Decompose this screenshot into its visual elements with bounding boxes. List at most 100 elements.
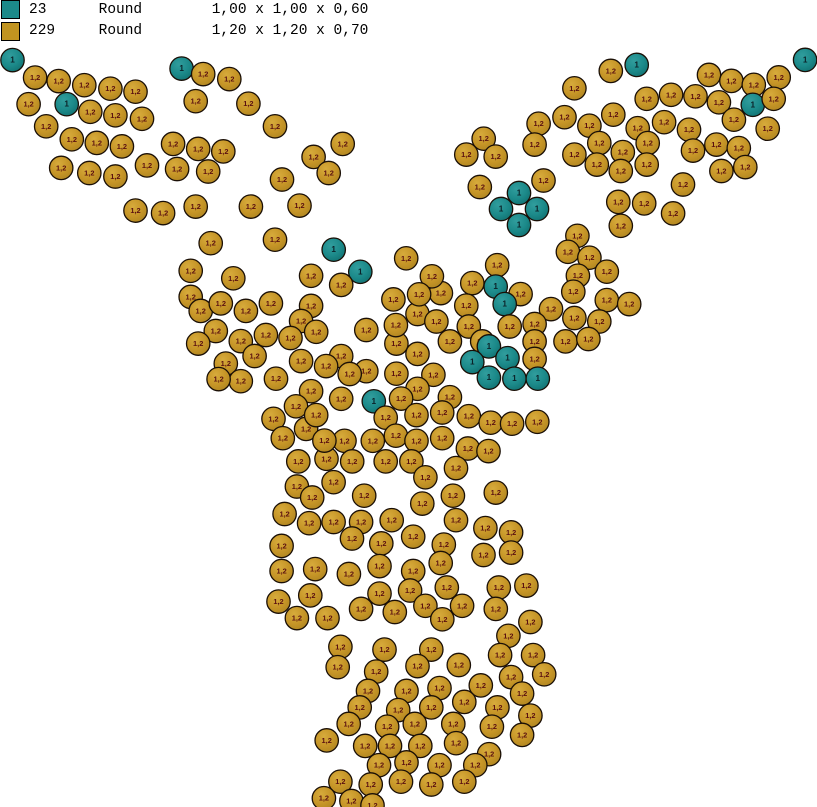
svg-text:1,2: 1,2 bbox=[23, 100, 33, 109]
svg-text:1,2: 1,2 bbox=[507, 419, 517, 428]
svg-text:1,2: 1,2 bbox=[412, 662, 422, 671]
svg-text:1,2: 1,2 bbox=[213, 375, 223, 384]
svg-text:1,2: 1,2 bbox=[445, 393, 455, 402]
svg-text:1,2: 1,2 bbox=[592, 160, 602, 169]
svg-text:1,2: 1,2 bbox=[538, 176, 548, 185]
svg-text:1,2: 1,2 bbox=[396, 777, 406, 786]
svg-text:1,2: 1,2 bbox=[602, 267, 612, 276]
svg-text:1,2: 1,2 bbox=[690, 92, 700, 101]
svg-text:1,2: 1,2 bbox=[431, 317, 441, 326]
svg-text:1: 1 bbox=[517, 189, 522, 198]
svg-text:1,2: 1,2 bbox=[374, 589, 384, 598]
svg-text:1,2: 1,2 bbox=[322, 614, 332, 623]
svg-text:1,2: 1,2 bbox=[437, 408, 447, 417]
svg-text:1,2: 1,2 bbox=[529, 320, 539, 329]
svg-text:1,2: 1,2 bbox=[517, 689, 527, 698]
svg-text:1,2: 1,2 bbox=[594, 317, 604, 326]
svg-text:1,2: 1,2 bbox=[478, 551, 488, 560]
svg-text:1,2: 1,2 bbox=[763, 124, 773, 133]
svg-text:1,2: 1,2 bbox=[396, 394, 406, 403]
svg-text:1,2: 1,2 bbox=[451, 464, 461, 473]
svg-text:1,2: 1,2 bbox=[388, 295, 398, 304]
svg-text:1,2: 1,2 bbox=[461, 301, 471, 310]
svg-text:1,2: 1,2 bbox=[203, 167, 213, 176]
svg-text:1: 1 bbox=[372, 397, 377, 406]
svg-text:1,2: 1,2 bbox=[560, 337, 570, 346]
svg-text:1,2: 1,2 bbox=[420, 473, 430, 482]
svg-text:1,2: 1,2 bbox=[374, 562, 384, 571]
svg-text:1,2: 1,2 bbox=[506, 548, 516, 557]
svg-text:1,2: 1,2 bbox=[130, 87, 140, 96]
svg-text:1,2: 1,2 bbox=[391, 431, 401, 440]
svg-text:1,2: 1,2 bbox=[486, 418, 496, 427]
svg-text:1,2: 1,2 bbox=[110, 172, 120, 181]
svg-text:1,2: 1,2 bbox=[278, 434, 288, 443]
svg-text:1,2: 1,2 bbox=[445, 337, 455, 346]
svg-text:1,2: 1,2 bbox=[492, 703, 502, 712]
svg-text:1,2: 1,2 bbox=[347, 457, 357, 466]
svg-text:1,2: 1,2 bbox=[688, 146, 698, 155]
svg-text:1,2: 1,2 bbox=[616, 221, 626, 230]
svg-text:1,2: 1,2 bbox=[391, 339, 401, 348]
svg-text:1,2: 1,2 bbox=[479, 134, 489, 143]
svg-text:1,2: 1,2 bbox=[361, 367, 371, 376]
svg-text:1,2: 1,2 bbox=[142, 161, 152, 170]
svg-text:1,2: 1,2 bbox=[277, 175, 287, 184]
svg-text:1,2: 1,2 bbox=[417, 499, 427, 508]
svg-text:1,2: 1,2 bbox=[584, 253, 594, 262]
svg-text:1,2: 1,2 bbox=[79, 81, 89, 90]
svg-text:1,2: 1,2 bbox=[285, 334, 295, 343]
svg-text:1,2: 1,2 bbox=[305, 591, 315, 600]
svg-text:1,2: 1,2 bbox=[236, 377, 246, 386]
svg-text:1,2: 1,2 bbox=[360, 741, 370, 750]
svg-text:1,2: 1,2 bbox=[684, 125, 694, 134]
svg-text:1,2: 1,2 bbox=[494, 583, 504, 592]
svg-text:1,2: 1,2 bbox=[381, 457, 391, 466]
svg-text:1,2: 1,2 bbox=[406, 457, 416, 466]
svg-text:1,2: 1,2 bbox=[436, 289, 446, 298]
svg-text:1,2: 1,2 bbox=[363, 686, 373, 695]
svg-text:1,2: 1,2 bbox=[306, 301, 316, 310]
svg-text:1,2: 1,2 bbox=[270, 235, 280, 244]
svg-text:1,2: 1,2 bbox=[475, 183, 485, 192]
svg-text:1,2: 1,2 bbox=[328, 478, 338, 487]
svg-text:1,2: 1,2 bbox=[306, 387, 316, 396]
svg-text:1,2: 1,2 bbox=[270, 122, 280, 131]
svg-text:1,2: 1,2 bbox=[618, 148, 628, 157]
svg-text:1,2: 1,2 bbox=[321, 362, 331, 371]
svg-text:1,2: 1,2 bbox=[335, 777, 345, 786]
svg-text:1,2: 1,2 bbox=[470, 761, 480, 770]
svg-text:1: 1 bbox=[493, 282, 498, 291]
svg-text:1,2: 1,2 bbox=[428, 370, 438, 379]
svg-text:1,2: 1,2 bbox=[401, 686, 411, 695]
svg-text:1,2: 1,2 bbox=[476, 681, 486, 690]
svg-text:1,2: 1,2 bbox=[347, 534, 357, 543]
svg-text:1,2: 1,2 bbox=[464, 322, 474, 331]
svg-text:1,2: 1,2 bbox=[643, 139, 653, 148]
svg-text:1,2: 1,2 bbox=[584, 121, 594, 130]
svg-text:1,2: 1,2 bbox=[92, 138, 102, 147]
svg-text:1,2: 1,2 bbox=[495, 651, 505, 660]
svg-text:1,2: 1,2 bbox=[296, 317, 306, 326]
svg-text:1,2: 1,2 bbox=[216, 299, 226, 308]
svg-text:1,2: 1,2 bbox=[546, 305, 556, 314]
svg-text:1,2: 1,2 bbox=[529, 354, 539, 363]
svg-text:1,2: 1,2 bbox=[292, 482, 302, 491]
svg-text:1,2: 1,2 bbox=[371, 667, 381, 676]
svg-text:1,2: 1,2 bbox=[276, 541, 286, 550]
svg-text:1,2: 1,2 bbox=[193, 339, 203, 348]
svg-text:1,2: 1,2 bbox=[296, 357, 306, 366]
svg-text:1,2: 1,2 bbox=[451, 739, 461, 748]
svg-text:1,2: 1,2 bbox=[448, 491, 458, 500]
svg-text:1,2: 1,2 bbox=[261, 331, 271, 340]
svg-text:1,2: 1,2 bbox=[359, 491, 369, 500]
svg-text:1,2: 1,2 bbox=[559, 113, 569, 122]
svg-text:1,2: 1,2 bbox=[193, 144, 203, 153]
svg-text:1,2: 1,2 bbox=[385, 741, 395, 750]
svg-text:1,2: 1,2 bbox=[769, 94, 779, 103]
svg-text:1: 1 bbox=[634, 60, 639, 69]
svg-text:1,2: 1,2 bbox=[324, 169, 334, 178]
svg-text:1: 1 bbox=[502, 300, 507, 309]
svg-text:1,2: 1,2 bbox=[328, 518, 338, 527]
svg-text:1,2: 1,2 bbox=[405, 586, 415, 595]
